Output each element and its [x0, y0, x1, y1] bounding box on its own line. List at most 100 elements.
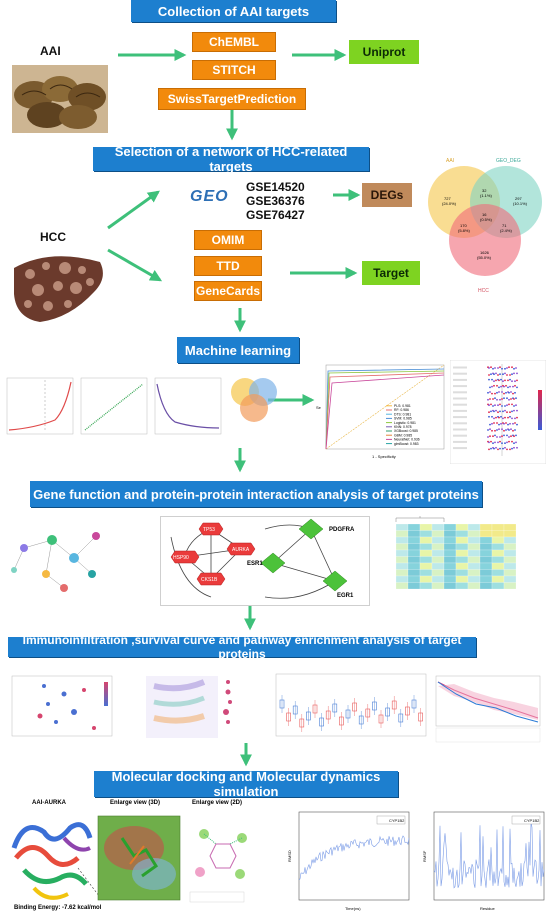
heatmap-cell — [395, 530, 409, 538]
heatmap-cell — [395, 543, 409, 551]
shap-point — [490, 366, 492, 369]
heatmap-cell — [431, 523, 445, 531]
shap-feature-label — [453, 378, 467, 381]
shap-point — [504, 446, 506, 449]
enlarge-2d-label: Enlarge view (2D) — [192, 800, 243, 806]
shap-point — [507, 416, 509, 419]
shap-point — [501, 428, 503, 431]
geo-datasets: GSE14520 GSE36376 GSE76427 — [246, 180, 305, 222]
shap-point — [506, 411, 508, 414]
heatmap-cell — [455, 549, 469, 557]
heatmap-cell — [491, 575, 505, 583]
shap-point — [496, 436, 498, 438]
shap-feature-label — [453, 372, 467, 375]
shap-point — [516, 446, 518, 449]
shap-point — [494, 392, 496, 395]
shap-feature-label — [453, 447, 467, 450]
shap-point — [511, 380, 513, 383]
shap-point — [489, 423, 491, 426]
shap-point — [489, 386, 491, 389]
shap-point — [502, 447, 504, 450]
heatmap-cell — [503, 575, 517, 583]
shap-point — [500, 378, 502, 381]
shap-point — [509, 448, 511, 451]
heatmap-cell — [467, 582, 481, 590]
roc-legend-item: SVM: 0.985 — [394, 417, 412, 421]
venn-r6-pct: (2.4%) — [500, 228, 512, 233]
shap-point — [495, 409, 497, 412]
heatmap-cell — [419, 549, 433, 557]
roc-legend-item: PLS: 0.981 — [394, 404, 411, 408]
heatmap-cell — [503, 582, 517, 590]
ppi-node-aurka: AURKA — [232, 547, 250, 553]
shap-point — [487, 436, 489, 438]
shap-point — [514, 417, 516, 420]
docking-images — [11, 815, 247, 903]
shap-point — [495, 416, 497, 419]
shap-point — [494, 367, 496, 369]
aai-label: AAI — [40, 44, 61, 58]
shap-point — [493, 422, 495, 424]
shap-point — [494, 397, 496, 400]
banner-collection: Collection of AAI targets — [131, 0, 336, 22]
venn-r7-pct: (55.0%) — [477, 255, 492, 260]
rmsf-legend: CYP1B2 — [524, 818, 540, 823]
aai-herb-photo — [12, 65, 108, 133]
shap-point — [492, 442, 494, 445]
shap-point — [497, 441, 499, 444]
shap-point — [489, 435, 491, 438]
go-dotplot — [11, 675, 113, 737]
shap-point — [514, 384, 516, 387]
shap-point — [505, 384, 507, 387]
heatmap — [395, 516, 517, 590]
shap-point — [497, 374, 499, 376]
shap-point — [509, 374, 511, 376]
heatmap-cell — [503, 536, 517, 544]
shap-point — [499, 373, 501, 376]
shap-point — [503, 392, 505, 395]
heatmap-cell — [395, 556, 409, 564]
shap-point — [497, 448, 499, 451]
docking-complex-label: AAI-AURKA — [32, 800, 66, 806]
shap-point — [502, 417, 504, 420]
shap-point — [512, 429, 514, 432]
heatmap-cell — [407, 536, 421, 544]
heatmap-cell — [467, 562, 481, 570]
heatmap-cell — [395, 536, 409, 544]
shap-feature-label — [453, 422, 467, 425]
heatmap-cell — [479, 530, 493, 538]
shap-point — [506, 434, 508, 437]
shap-point — [511, 373, 513, 376]
heatmap-cell — [395, 549, 409, 557]
shap-point — [509, 415, 511, 418]
shap-point — [489, 428, 491, 431]
shap-point — [506, 404, 508, 407]
shap-point — [516, 423, 518, 426]
shap-point — [492, 398, 494, 400]
shap-point — [510, 398, 512, 400]
shap-point — [504, 442, 506, 445]
heatmap-cell — [443, 530, 457, 538]
rmsf-xlabel: Residue — [480, 906, 495, 911]
shap-point — [508, 429, 510, 431]
ml-venn — [231, 378, 277, 422]
shap-point — [514, 391, 516, 394]
shap-point — [499, 447, 501, 450]
shap-point — [487, 398, 489, 401]
shap-point — [512, 392, 514, 395]
shap-point — [496, 384, 498, 387]
shap-point — [511, 366, 513, 369]
roc-legend-item: DTS: 0.981 — [394, 412, 411, 416]
ml-mini-plots — [6, 377, 277, 435]
heatmap-cell — [407, 543, 421, 551]
shap-point — [513, 367, 515, 370]
immuno-plots — [11, 673, 541, 743]
heatmap-cell — [491, 543, 505, 551]
shap-feature-label — [453, 409, 467, 412]
interaction-2d-view — [189, 829, 247, 903]
shap-point — [499, 398, 501, 401]
hcc-liver-photo — [14, 256, 103, 322]
shap-point — [488, 411, 490, 414]
banner-gene-function: Gene function and protein-protein intera… — [30, 481, 482, 507]
shap-point — [516, 409, 518, 412]
